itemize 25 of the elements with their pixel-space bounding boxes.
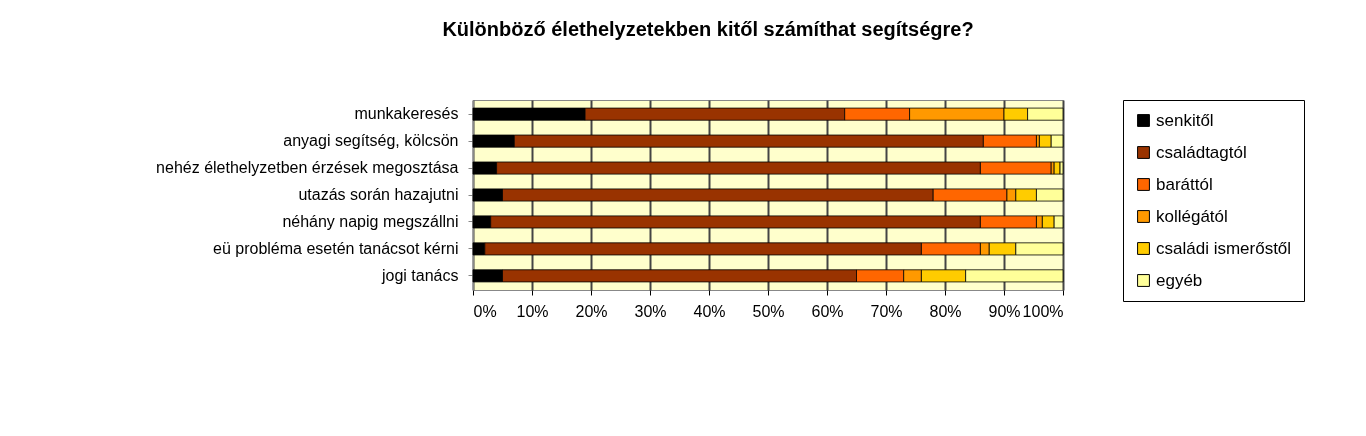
- y-tick-label: nehéz élethelyzetben érzések megosztása: [156, 159, 459, 177]
- x-tick-label: 0%: [473, 302, 497, 320]
- legend-label: családi ismerőstől: [1156, 238, 1292, 258]
- x-tick-label: 10%: [516, 302, 549, 320]
- x-tick-label: 20%: [575, 302, 608, 320]
- x-tick-label: 80%: [929, 302, 962, 320]
- y-tick-label: utazás során hazajutni: [298, 186, 459, 203]
- y-tick-label: eü probléma esetén tanácsot kérni: [213, 239, 459, 257]
- x-tick-label: 70%: [870, 302, 903, 320]
- legend-label: kollégától: [1156, 206, 1228, 226]
- y-tick-label: néhány napig megszállni: [282, 212, 459, 230]
- y-tick-label: anyagi segítség, kölcsön: [283, 132, 459, 150]
- y-tick-label: jogi tanács: [381, 266, 459, 284]
- legend-label: baráttól: [1156, 174, 1213, 194]
- x-tick-label: 90%: [988, 302, 1021, 320]
- x-tick-label: 50%: [752, 302, 785, 320]
- y-tick-label: munkakeresés: [354, 105, 459, 123]
- x-tick-label: 100%: [1022, 302, 1064, 320]
- legend-label: családtagtól: [1156, 142, 1247, 162]
- legend-label: senkitől: [1156, 110, 1214, 130]
- x-tick-label: 40%: [693, 302, 726, 320]
- x-tick-label: 30%: [634, 302, 667, 320]
- chart-title: Különböző élethelyzetekben kitől számíthat segítségre?: [442, 17, 974, 40]
- x-tick-label: 60%: [811, 302, 844, 320]
- legend-label: egyéb: [1156, 270, 1203, 290]
